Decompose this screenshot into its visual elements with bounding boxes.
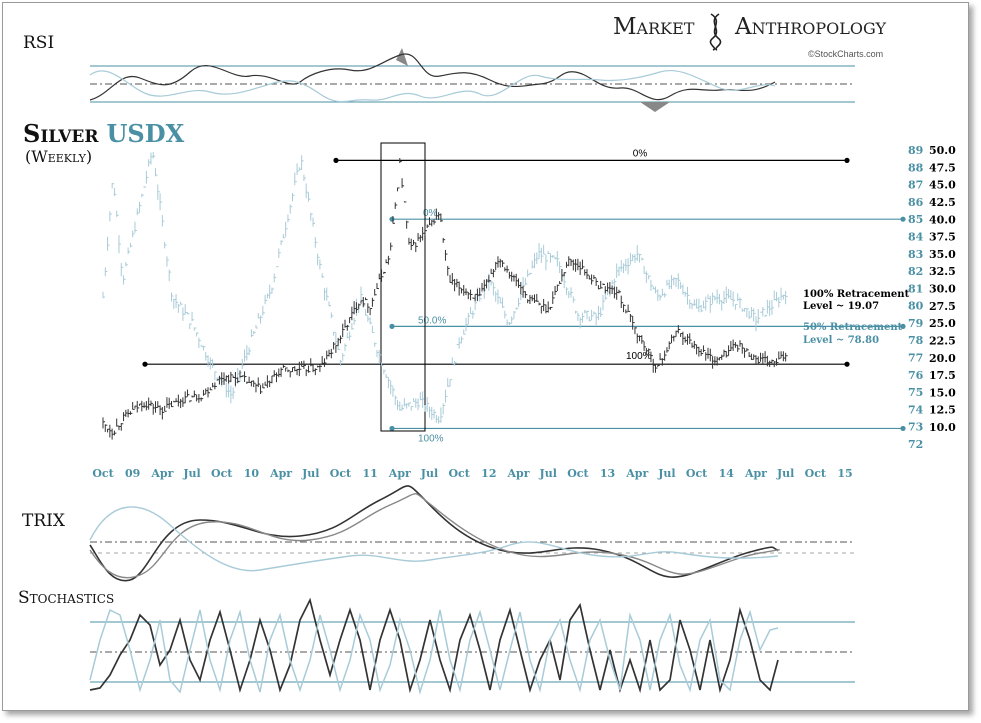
silver-retracement-dot [844,361,850,367]
peak-highlight-box [380,142,426,432]
usdx-fib-label: 0% [423,208,438,219]
usdx-axis-tick: 76 [908,369,924,382]
silver-axis-tick: 15.0 [929,386,956,399]
stochastics-panel [89,597,855,695]
stochastics-label: Stochastics [18,588,114,608]
silver-axis-tick: 27.5 [929,300,956,313]
usdx-axis-tick: 74 [908,403,924,416]
x-tick-label: Jul [301,467,319,480]
usdx-axis-tick: 82 [908,265,923,278]
usdx-axis-tick: 86 [908,196,924,209]
trix-panel [89,485,855,582]
usdx-axis-tick: 78 [908,334,924,347]
x-tick-label: 14 [719,467,735,480]
silver-range-dot [333,157,339,163]
x-tick-label: Oct [805,467,827,480]
trix-label: TRIX [22,511,66,531]
x-tick-label: Apr [744,467,767,480]
silver-callout-line2: Level ~ 19.07 [803,301,879,312]
silver-axis-tick: 10.0 [929,421,956,434]
x-tick-label: 12 [481,467,496,480]
usdx-fib-dot [900,216,906,222]
usdx-callout-line1: 50% Retracement [803,322,903,333]
usdx-axis-tick: 83 [908,248,923,261]
silver-axis-tick: 35.0 [929,248,956,261]
x-tick-label: Oct [211,467,233,480]
usdx-axis-tick: 77 [908,352,923,365]
silver-range-dot [844,157,850,163]
silver-axis-tick: 47.5 [929,161,956,174]
usdx-fib-label: 50.0% [418,315,446,326]
x-tick-label: Apr [507,467,530,480]
silver-axis-tick: 12.5 [929,404,956,417]
x-tick-label: 15 [837,467,852,480]
x-tick-label: Jul [657,467,675,480]
x-tick-label: Apr [388,467,411,480]
x-tick-label: Jul [539,467,557,480]
usdx-callout-line2: Level ~ 78.80 [803,335,879,346]
x-tick-label: 11 [362,467,377,480]
x-tick-label: 13 [600,467,615,480]
x-tick-label: Jul [776,467,794,480]
dna-helix-icon [709,13,722,51]
rsi-panel [89,48,855,112]
silver-callout-line1: 100% Retracement [803,289,910,300]
usdx-axis-tick: 81 [908,282,923,295]
usdx-fib-dot [389,323,395,329]
silver-axis-tick: 50.0 [929,144,956,157]
chart-subtitle: (Weekly) [25,147,92,166]
chart-title: Silver [23,119,99,148]
usdx-axis-tick: 84 [908,230,924,243]
x-tick-label: Jul [420,467,438,480]
silver-axis-tick: 25.0 [929,317,956,330]
x-tick-label: Oct [567,467,589,480]
usdx-axis-tick: 75 [908,386,923,399]
x-tick-label: 10 [244,467,260,480]
x-tick-label: Apr [269,467,292,480]
x-tick-label: Jul [182,467,200,480]
x-tick-label: 09 [125,467,140,480]
silver-axis-tick: 17.5 [929,369,956,382]
silver-axis-tick: 42.5 [929,196,956,209]
usdx-fib-dot [900,425,906,432]
silver-axis-tick: 22.5 [929,334,956,347]
silver-axis-tick: 20.0 [929,352,956,365]
rsi-label: RSI [23,33,54,53]
silver-axis-tick: 45.0 [929,179,956,192]
stockcharts-credit: ©StockCharts.com [808,49,883,59]
usdx-axis-tick: 80 [908,300,924,313]
usdx-axis-tick: 85 [908,213,923,226]
silver-axis-tick: 30.0 [929,283,956,296]
x-tick-label: Oct [330,467,352,480]
usdx-axis-tick: 72 [908,438,923,451]
usdx-fib-dot [389,425,395,432]
silver-axis-tick: 40.0 [929,213,956,226]
usdx-fib-label: 100% [418,433,444,444]
usdx-axis-tick: 79 [908,317,923,330]
usdx-axis-tick: 88 [908,161,924,174]
silver-axis-tick: 32.5 [929,265,956,278]
x-tick-label: Oct [686,467,708,480]
silver-range-label: 0% [633,148,648,159]
x-tick-label: Oct [92,467,114,480]
usdx-axis-tick: 89 [908,144,923,157]
chart-title-usdx: USDX [107,119,185,148]
x-tick-label: Apr [150,467,173,480]
usdx-axis-tick: 73 [908,421,923,434]
chart-frame [2,2,969,711]
usdx-fib-dot [900,323,906,329]
usdx-fib-dot [389,216,395,222]
brand-right: Anthropology [734,14,887,40]
silver-axis-tick: 37.5 [929,231,956,244]
main-chart: Oct 09 Apr Jul Oct 10 Apr Jul Oct 11 Apr Jul Oct 12 Ap… [92,142,956,480]
x-tick-label: Oct [448,467,470,480]
brand-left: Market [613,14,695,40]
silver-retracement-dot [142,361,148,367]
usdx-axis-tick: 87 [908,179,923,192]
silver-100-label: 100% [626,351,652,362]
x-tick-label: Apr [625,467,648,480]
